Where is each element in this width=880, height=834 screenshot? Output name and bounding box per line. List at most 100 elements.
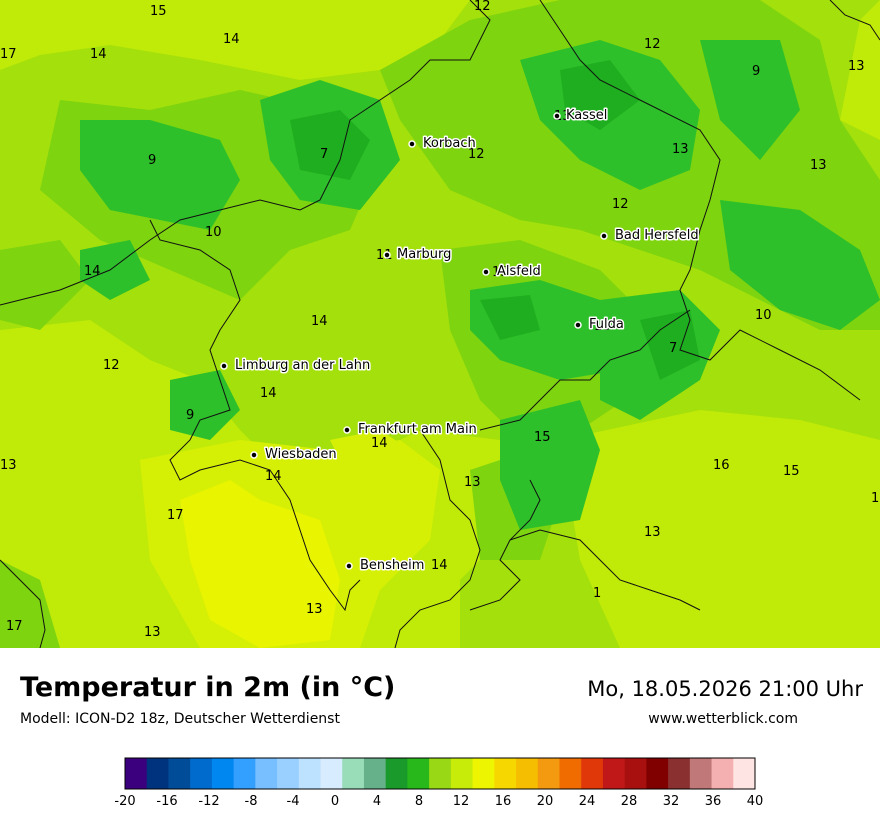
legend-tick-label: 20 bbox=[537, 794, 554, 809]
value-label: 13 bbox=[848, 59, 865, 74]
legend-swatch bbox=[298, 758, 322, 789]
legend-swatch bbox=[516, 758, 539, 789]
value-label: 1 bbox=[593, 586, 601, 601]
city-bensheim: Bensheim bbox=[345, 557, 426, 575]
legend-frame bbox=[124, 757, 756, 790]
legend-tick-label: -12 bbox=[198, 794, 219, 809]
value-label: 9 bbox=[186, 408, 194, 423]
cold-cores bbox=[290, 60, 700, 380]
city-kassel: Kassel bbox=[553, 107, 609, 125]
city-limburg: Limburg an der Lahn bbox=[220, 357, 372, 375]
value-label: 14 bbox=[84, 264, 101, 279]
legend-tick-label: 8 bbox=[415, 794, 423, 809]
value-label: 16 bbox=[713, 458, 730, 473]
legend-swatch bbox=[363, 758, 387, 789]
city-label: Limburg an der Lahn bbox=[235, 358, 370, 373]
legend-swatch bbox=[624, 758, 647, 789]
value-label: 14 bbox=[223, 32, 240, 47]
legend-swatch bbox=[559, 758, 582, 789]
legend-tick-label: -16 bbox=[156, 794, 177, 809]
forecast-datetime: Mo, 18.05.2026 21:00 Uhr bbox=[587, 677, 863, 701]
legend-swatch bbox=[407, 758, 430, 789]
border-s-inner bbox=[469, 479, 541, 611]
zone-7-korbach bbox=[290, 110, 370, 180]
legend-swatch bbox=[646, 758, 669, 789]
value-label: 10 bbox=[205, 225, 222, 240]
border-sw bbox=[0, 559, 46, 648]
city-wiesbaden: Wiesbaden bbox=[250, 446, 338, 464]
legend-swatch bbox=[125, 758, 148, 789]
value-label: 14 bbox=[90, 47, 107, 62]
state-borders bbox=[0, 0, 880, 648]
legend-tick-label: 16 bbox=[495, 794, 512, 809]
zone-7-fulda bbox=[480, 295, 540, 340]
value-label: 7 bbox=[320, 147, 328, 162]
legend-tick-label: 0 bbox=[331, 794, 339, 809]
value-label: 12 bbox=[103, 358, 120, 373]
color-legend: -20 -16 -12 -8 -4 0 4 8 12 16 20 24 28 32 36 40 bbox=[0, 755, 880, 830]
value-label: 13 bbox=[464, 475, 481, 490]
map-svg: 15 12 14 14 9 12 13 13 7 9 13 13 12 12 1… bbox=[0, 0, 880, 648]
value-label: 13 bbox=[810, 158, 827, 173]
city-alsfeld: Alsfeld bbox=[482, 263, 542, 281]
value-label: 14 bbox=[260, 386, 277, 401]
legend-swatch bbox=[385, 758, 408, 789]
value-label: 15 bbox=[783, 464, 800, 479]
value-label: 13 bbox=[672, 142, 689, 157]
value-label: 1 bbox=[871, 491, 879, 506]
zone-7-kassel bbox=[560, 60, 640, 130]
city-label: Bensheim bbox=[360, 558, 424, 573]
legend-swatch bbox=[255, 758, 278, 789]
city-label: Alsfeld bbox=[497, 264, 541, 279]
value-label: 17 bbox=[6, 619, 23, 634]
city-label: Marburg bbox=[397, 247, 451, 262]
city-label: Korbach bbox=[423, 136, 476, 151]
zone-12-sw-corner bbox=[0, 560, 60, 648]
legend-svg: -20 -16 -12 -8 -4 0 4 8 12 16 20 24 28 32 36 40 bbox=[114, 757, 763, 809]
legend-tick-label: -8 bbox=[245, 794, 258, 809]
value-label: 17 bbox=[167, 508, 184, 523]
value-label: 12 bbox=[612, 197, 629, 212]
legend-swatch bbox=[472, 758, 495, 789]
legend-tick-label: 28 bbox=[621, 794, 638, 809]
value-label: 10 bbox=[755, 308, 772, 323]
legend-swatch bbox=[602, 758, 626, 789]
city-fulda: Fulda bbox=[574, 316, 625, 334]
legend-swatch bbox=[211, 758, 235, 789]
zone-9-northeast bbox=[700, 40, 800, 160]
legend-tick-label: 12 bbox=[453, 794, 470, 809]
model-source: Modell: ICON-D2 18z, Deutscher Wetterdie… bbox=[20, 711, 340, 727]
zone-9-spessart bbox=[500, 400, 600, 530]
legend-tick-label: 24 bbox=[579, 794, 596, 809]
zone-15-southeast bbox=[560, 410, 880, 648]
legend-tick-label: -4 bbox=[287, 794, 300, 809]
legend-swatch bbox=[320, 758, 343, 789]
legend-swatch bbox=[429, 758, 452, 789]
value-label: 14 bbox=[371, 436, 388, 451]
legend-swatch bbox=[168, 758, 191, 789]
legend-tick-label: 4 bbox=[373, 794, 381, 809]
legend-tick-label: 36 bbox=[705, 794, 722, 809]
zone-9-northwest bbox=[80, 120, 240, 230]
legend-swatch bbox=[581, 758, 604, 789]
value-label: 15 bbox=[150, 4, 167, 19]
value-label: 9 bbox=[752, 64, 760, 79]
value-label: 17 bbox=[0, 47, 17, 62]
city-frankfurt: Frankfurt am Main bbox=[343, 421, 478, 439]
value-label: 7 bbox=[669, 341, 677, 356]
website-link[interactable]: www.wetterblick.com bbox=[648, 711, 798, 727]
zone-15-east bbox=[840, 0, 880, 140]
value-label: 13 bbox=[0, 458, 17, 473]
legend-swatch bbox=[689, 758, 713, 789]
value-label: 14 bbox=[311, 314, 328, 329]
value-label: 12 bbox=[468, 147, 485, 162]
legend-swatch bbox=[668, 758, 691, 789]
legend-swatch bbox=[494, 758, 517, 789]
city-label: Kassel bbox=[566, 108, 607, 123]
legend-swatch bbox=[537, 758, 560, 789]
value-label: 13 bbox=[644, 525, 661, 540]
city-korbach: Korbach bbox=[408, 135, 477, 153]
temperature-map: 15 12 14 14 9 12 13 13 7 9 13 13 12 12 1… bbox=[0, 0, 880, 648]
legend-tick-label: 32 bbox=[663, 794, 680, 809]
cities: Kassel Korbach Bad Hersfeld Marburg Alsf… bbox=[220, 107, 700, 575]
